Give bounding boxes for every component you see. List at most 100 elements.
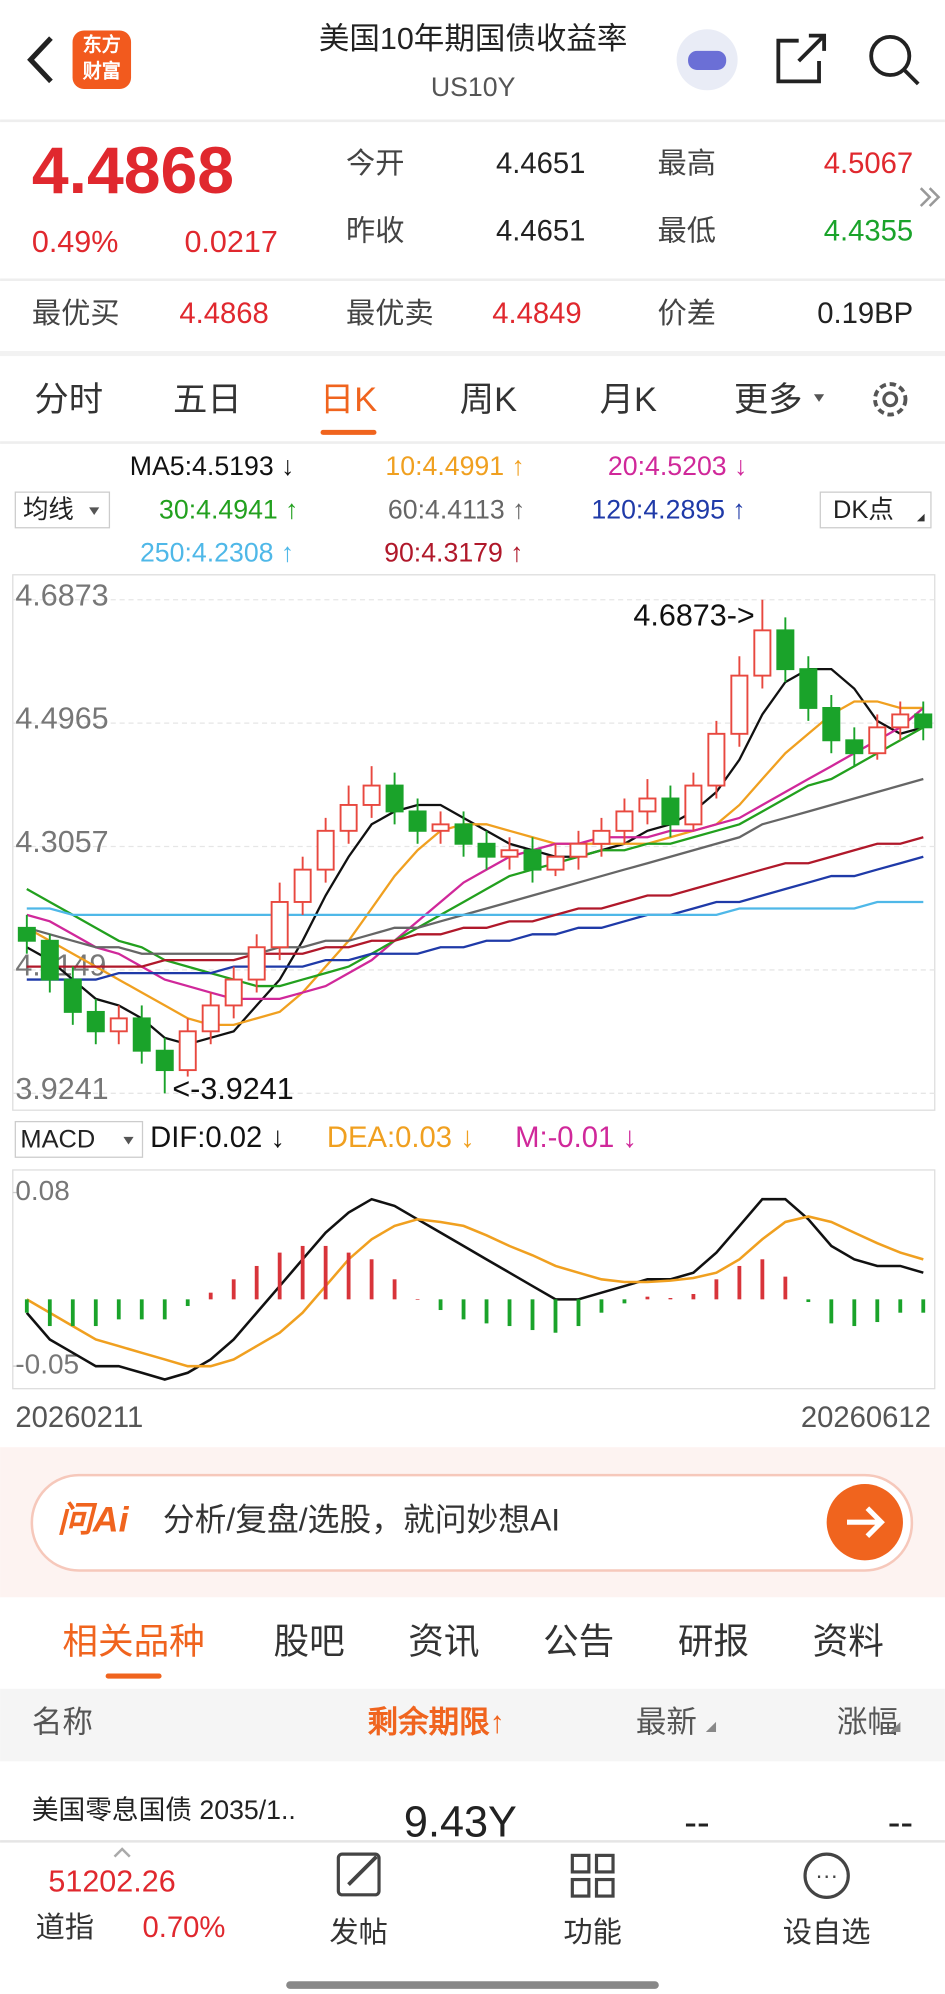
dk-label: DK点 [833,496,894,524]
section-tab[interactable]: 资料 [813,1622,884,1662]
legend-entry: MA5:4.5193 ↓ [130,451,295,481]
macd-line [26,1215,924,1368]
macd-bar [668,1298,673,1300]
candle-body [477,842,496,858]
legend-entry: 60:4.4113 ↑ [388,494,526,524]
candle-body [776,629,795,671]
logo-text: 财富 [83,60,121,83]
macd-bar [254,1265,259,1300]
candle-body [891,713,910,729]
candle-body [684,784,703,826]
macd-bar [392,1279,397,1300]
dk-button[interactable] [819,491,932,529]
pen [347,1855,378,1886]
macd-bar [829,1299,834,1324]
ai-input[interactable] [30,1473,914,1572]
period-tab[interactable]: 月K [600,381,657,419]
app-logo [72,30,132,90]
macd-bar [783,1276,788,1300]
search-button[interactable] [869,34,912,77]
y-tick-label: -0.05 [15,1348,79,1379]
macd-bar [185,1299,190,1307]
value: 4.4651 [496,215,585,247]
y-tick-label: 4.4965 [15,702,108,736]
macd-bar [461,1299,466,1320]
section-tab[interactable]: 研报 [678,1622,749,1662]
icon-cell [594,1877,615,1898]
y-tick-label: 4.1149 [15,948,106,982]
caret [123,1136,134,1145]
function-icon[interactable] [570,1853,615,1898]
period-tab[interactable]: 分时 [34,381,103,419]
candle-body [914,713,933,729]
period-tab[interactable]: 更多 [734,381,803,419]
min-label: <-3.9241 [172,1072,293,1106]
section-tab[interactable]: 股吧 [273,1622,344,1662]
candle-body [799,668,818,709]
ma-line [26,777,924,955]
macd-bar [691,1294,696,1300]
legend-entry: 90:4.3179 ↑ [384,538,523,568]
value: 4.4849 [492,298,581,330]
page-title: 美国10年期国债收益率 [319,22,628,56]
label: 今开 [346,147,404,180]
sort-caret [890,1721,901,1733]
bottom-button[interactable]: 设自选 [783,1916,871,1949]
settings-hub [882,391,899,408]
candle-body [155,1049,174,1072]
candle-body [63,978,82,1013]
period-tab[interactable]: 五日 [173,381,242,419]
column-header[interactable]: 最新 [636,1705,697,1739]
column-header[interactable]: 剩余期限↑ [368,1704,505,1739]
bottom-button[interactable]: 功能 [563,1916,621,1949]
column-header[interactable]: 涨幅 [837,1705,898,1739]
macd-bar [645,1296,650,1300]
section-tabs: 相关品种 股吧 资讯 公告 研报 资料 [62,1622,884,1679]
section-tab[interactable]: 公告 [543,1622,614,1662]
macd-line [25,1197,924,1381]
macd-bar [576,1299,581,1327]
ma-selector-label: 均线 [23,496,74,524]
candle-body [293,868,312,903]
label: 最高 [658,147,716,180]
candle-body [546,855,565,871]
settings-button[interactable] [873,382,908,417]
expand-button[interactable] [919,187,941,207]
section-tab[interactable]: 资讯 [408,1622,479,1662]
legend-entry: M:-0.01 ↓ [515,1122,637,1154]
macd-bar [438,1299,443,1311]
legend-entry: 20:4.5203 ↓ [608,451,747,481]
back-button[interactable] [27,36,53,84]
legend-entry: DIF:0.02 ↓ [150,1122,285,1154]
watchlist-icon[interactable] [803,1852,850,1899]
search-handle [902,68,920,86]
bottom-button[interactable]: 发帖 [329,1916,387,1949]
value: 0.19BP [817,298,913,330]
macd-selector[interactable] [14,1120,144,1158]
period-tab[interactable]: 周K [460,381,517,419]
candle-body [270,901,289,949]
period-tab[interactable]: 日K [320,381,377,419]
candle-body [615,810,634,832]
expand-caret[interactable] [113,1847,131,1858]
ma-line [26,707,925,1001]
post-icon[interactable] [336,1852,381,1897]
candle-body [868,726,887,755]
tab-underline [105,1673,162,1679]
candle-body [730,674,749,735]
candle-body [845,739,864,755]
macd-selector-label: MACD [20,1125,95,1153]
value: 4.4651 [496,148,585,180]
x-date-label: 20260211 [15,1402,143,1434]
table-cell: -- [888,1801,913,1844]
share-button[interactable] [776,33,827,84]
ai-logo: 问Ai [57,1500,129,1540]
icon-cell [594,1853,615,1874]
section-tab[interactable]: 相关品种 [62,1622,204,1662]
candle-body [178,1030,197,1072]
column-header[interactable]: 名称 [32,1705,93,1739]
macd-bar [208,1292,213,1300]
macd-bar [116,1299,121,1320]
